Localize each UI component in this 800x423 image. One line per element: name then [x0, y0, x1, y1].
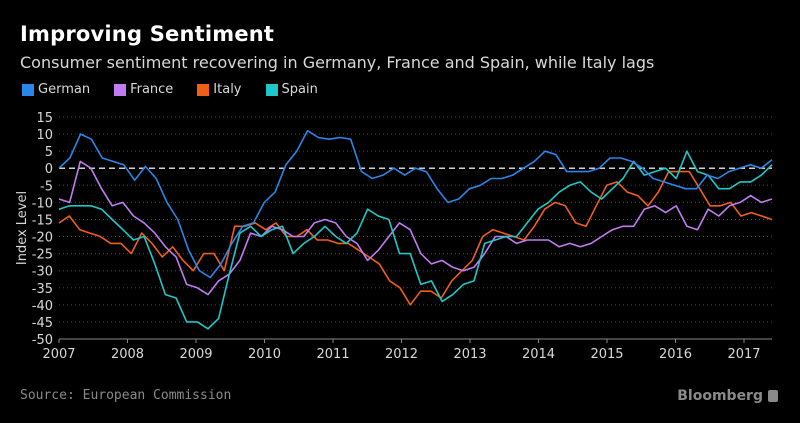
legend-swatch: [197, 83, 210, 96]
y-axis-label: Index Level: [15, 191, 30, 265]
chart-subtitle: Consumer sentiment recovering in Germany…: [20, 53, 655, 72]
brand-name: Bloomberg: [677, 388, 763, 404]
series-line-france: [58, 160, 773, 296]
legend-item-german: German: [22, 82, 90, 97]
x-tick-label: 2017: [727, 347, 760, 362]
y-tick-label: -30: [32, 265, 53, 280]
bloomberg-icon: [768, 390, 778, 402]
legend-swatch: [114, 83, 127, 96]
legend-label: German: [38, 82, 91, 97]
brand-logo: Bloomberg: [677, 388, 778, 404]
x-tick-label: 2011: [316, 347, 349, 362]
x-axis: 2007 2008 2009 2010 2011 2012 2013 2014 2015 2016…: [42, 338, 772, 362]
series-line-spain: [58, 150, 773, 330]
x-tick-label: 2010: [248, 347, 281, 362]
x-tick-label: 2013: [453, 347, 486, 362]
legend-item-italy: Italy: [197, 82, 242, 97]
x-tick-label: 2007: [42, 347, 75, 362]
legend: German France Italy Spain: [22, 82, 342, 97]
y-tick-label: -5: [40, 179, 53, 194]
y-tick-label: -15: [32, 213, 53, 228]
y-tick-label: -50: [32, 333, 53, 348]
x-tick-label: 2014: [522, 347, 555, 362]
y-tick-label: 15: [36, 111, 53, 126]
y-tick-label: -45: [32, 316, 53, 331]
legend-label: Spain: [281, 82, 318, 97]
y-tick-label: -10: [32, 196, 53, 211]
legend-swatch: [22, 83, 34, 96]
chart-title: Improving Sentiment: [20, 22, 275, 46]
y-tick-label: 0: [45, 162, 53, 177]
x-tick-label: 2009: [179, 347, 212, 362]
legend-item-france: France: [114, 82, 173, 97]
y-tick-label: -25: [32, 248, 53, 263]
y-tick-label: -20: [32, 231, 53, 246]
legend-swatch: [265, 83, 278, 96]
series-line-german: [58, 129, 773, 279]
x-tick-label: 2015: [590, 347, 623, 362]
legend-label: France: [130, 82, 174, 97]
y-tick-label: 10: [36, 128, 53, 143]
series-line-italy: [58, 170, 773, 306]
y-axis: 15 10 5 0 -5 -10 -15 -20 -25 -30 -35 -40 -45 -50: [32, 111, 53, 348]
grid-lines: [59, 116, 772, 323]
series-lines: [58, 129, 773, 330]
x-tick-label: 2008: [111, 347, 144, 362]
y-tick-label: -40: [32, 299, 53, 314]
legend-item-spain: Spain: [265, 82, 318, 97]
x-tick-label: 2012: [385, 347, 418, 362]
x-tick-label: 2016: [659, 347, 692, 362]
legend-label: Italy: [213, 82, 242, 97]
y-tick-label: -35: [32, 282, 53, 297]
source-note: Source: European Commission: [20, 388, 232, 403]
y-tick-label: 5: [45, 145, 53, 160]
